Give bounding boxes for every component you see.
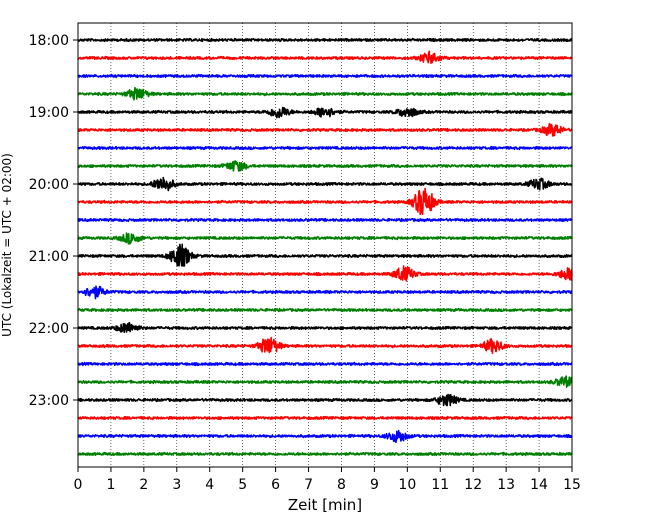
trace-line — [77, 285, 573, 300]
x-tick-label: 2 — [139, 477, 148, 493]
x-tick-label: 8 — [337, 477, 346, 493]
x-tick-label: 1 — [106, 477, 115, 493]
trace-line — [77, 307, 573, 313]
y-tick-label: 21:00 — [29, 249, 69, 265]
x-axis-title: Zeit [min] — [288, 496, 362, 514]
trace-line — [77, 232, 573, 245]
trace-line — [77, 429, 573, 444]
trace-line — [77, 73, 573, 79]
trace-line — [77, 451, 573, 457]
trace-line — [77, 160, 573, 172]
trace-line — [77, 321, 573, 334]
trace-line — [77, 415, 573, 421]
y-tick-label: 20:00 — [29, 177, 69, 193]
x-axis: 0 1 2 3 4 5 6 7 8 9 10 11 12 13 14 15 — [74, 467, 581, 493]
trace-line — [77, 145, 573, 151]
trace-group — [77, 37, 573, 457]
y-tick-label: 18:00 — [29, 33, 69, 49]
x-tick-label: 13 — [497, 477, 515, 493]
x-tick-label: 10 — [398, 477, 416, 493]
plot-frame — [77, 22, 573, 468]
trace-line — [77, 86, 573, 101]
y-tick-label: 19:00 — [29, 105, 69, 121]
trace-line — [77, 122, 573, 137]
trace-line — [77, 393, 573, 407]
trace-line — [77, 106, 573, 119]
trace-line — [77, 375, 573, 388]
x-tick-label: 9 — [370, 477, 379, 493]
trace-line — [77, 217, 573, 223]
trace-line — [77, 336, 573, 354]
x-tick-label: 4 — [205, 477, 214, 493]
x-tick-label: 6 — [271, 477, 280, 493]
y-axis: 18:00 19:00 20:00 21:00 22:00 23:00 — [29, 33, 78, 409]
x-tick-label: 3 — [172, 477, 181, 493]
trace-line — [77, 176, 573, 192]
y-tick-label: 23:00 — [29, 393, 69, 409]
trace-line — [77, 50, 573, 64]
x-tick-label: 7 — [304, 477, 313, 493]
x-tick-label: 14 — [530, 477, 548, 493]
x-tick-label: 15 — [563, 477, 581, 493]
x-tick-label: 5 — [238, 477, 247, 493]
x-tick-label: 11 — [431, 477, 449, 493]
x-tick-label: 12 — [464, 477, 482, 493]
trace-line — [77, 265, 573, 282]
y-axis-title: UTC (Lokalzeit = UTC + 02:00) — [0, 153, 14, 337]
trace-line — [77, 361, 573, 367]
trace-line — [77, 37, 573, 43]
trace-line — [77, 187, 573, 216]
x-tick-label: 0 — [74, 477, 83, 493]
plot-area — [78, 23, 572, 467]
y-tick-label: 22:00 — [29, 321, 69, 337]
trace-line — [77, 243, 573, 267]
